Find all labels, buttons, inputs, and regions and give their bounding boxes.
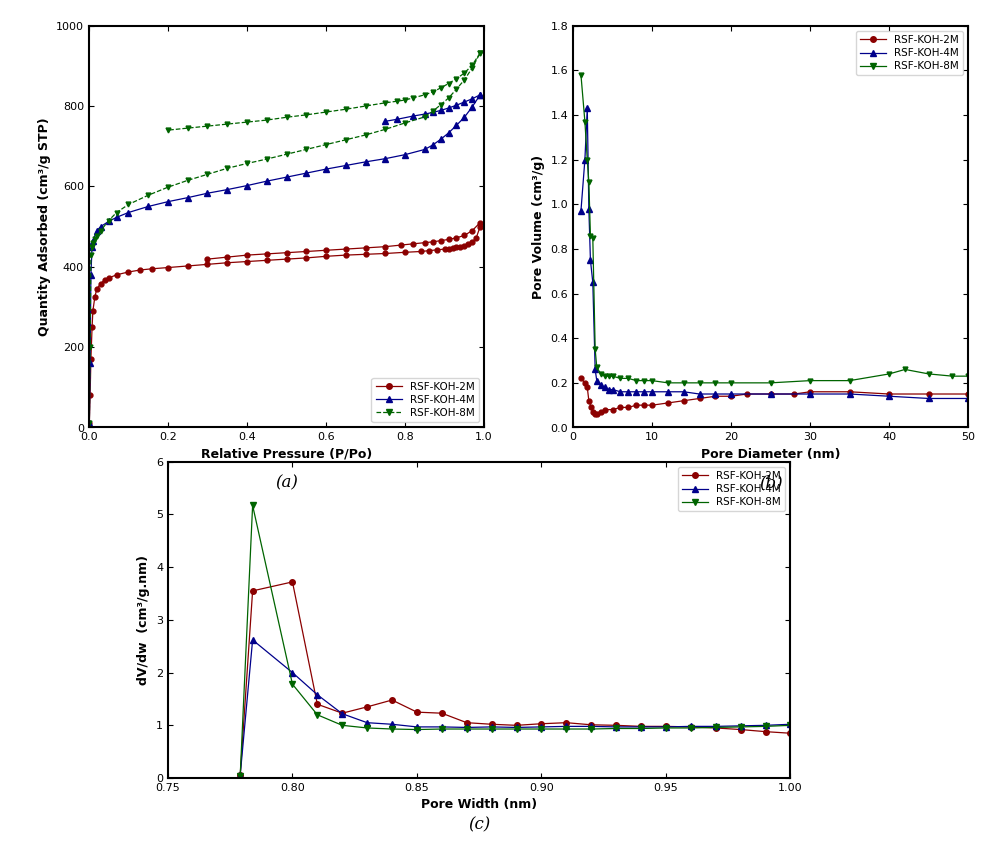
Y-axis label: Quantity Adsorbed (cm³/g STP): Quantity Adsorbed (cm³/g STP)	[38, 117, 50, 336]
Text: (b): (b)	[759, 475, 782, 492]
Y-axis label: dV/dw  (cm³/g.nm): dV/dw (cm³/g.nm)	[137, 555, 150, 685]
X-axis label: Relative Pressure (P/Po): Relative Pressure (P/Po)	[201, 448, 372, 461]
Text: (c): (c)	[468, 817, 490, 834]
X-axis label: Pore Width (nm): Pore Width (nm)	[421, 799, 537, 811]
Legend: RSF-KOH-2M, RSF-KOH-4M, RSF-KOH-8M: RSF-KOH-2M, RSF-KOH-4M, RSF-KOH-8M	[678, 467, 785, 511]
Legend: RSF-KOH-2M, RSF-KOH-4M, RSF-KOH-8M: RSF-KOH-2M, RSF-KOH-4M, RSF-KOH-8M	[371, 378, 479, 422]
Y-axis label: Pore Volume (cm³/g): Pore Volume (cm³/g)	[532, 155, 544, 298]
X-axis label: Pore Diameter (nm): Pore Diameter (nm)	[700, 448, 841, 461]
Text: (a): (a)	[275, 475, 298, 492]
Legend: RSF-KOH-2M, RSF-KOH-4M, RSF-KOH-8M: RSF-KOH-2M, RSF-KOH-4M, RSF-KOH-8M	[856, 31, 963, 75]
